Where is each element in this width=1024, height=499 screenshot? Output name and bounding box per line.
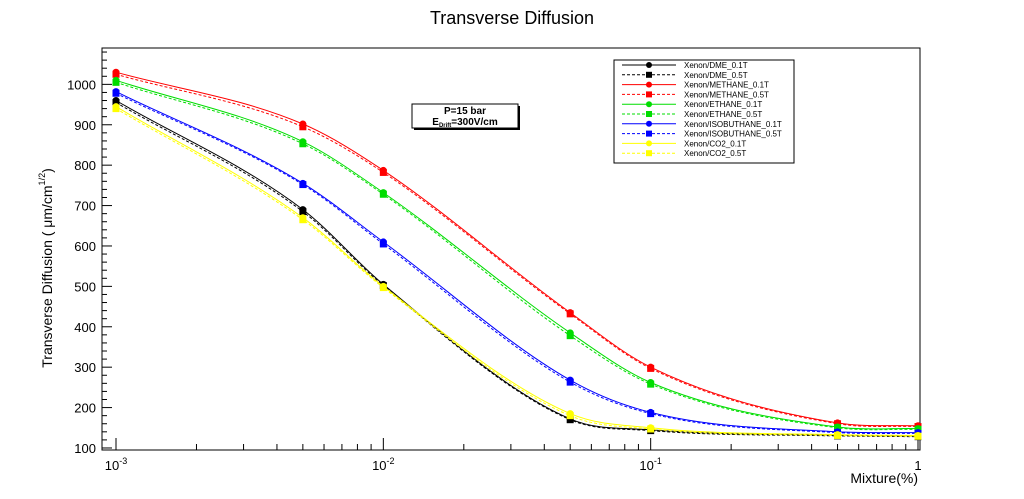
y-tick-label: 500 xyxy=(74,279,96,294)
conditions-field-symbol: E xyxy=(432,117,439,128)
data-point xyxy=(112,105,120,113)
data-point xyxy=(112,89,120,97)
y-axis-title-close: ) xyxy=(39,168,55,173)
legend-label: Xenon/DME_0.5T xyxy=(684,71,748,80)
y-axis-title-text: Transverse Diffusion ( μm/cm xyxy=(39,185,55,367)
x-tick-base: 10 xyxy=(639,458,653,473)
x-tick-label: 10-3 xyxy=(105,456,127,473)
x-tick-exponent: -2 xyxy=(387,456,395,466)
legend-label: Xenon/ISOBUTHANE_0.5T xyxy=(684,130,782,139)
conditions-field: EDrift=300V/cm xyxy=(432,117,498,129)
series-layer xyxy=(112,68,922,441)
data-point xyxy=(379,190,387,198)
series-line xyxy=(115,102,919,438)
data-point xyxy=(379,240,387,248)
data-point xyxy=(379,168,387,176)
x-tick-label: 1 xyxy=(914,458,921,473)
legend-marker xyxy=(646,150,652,157)
legend-marker xyxy=(646,140,652,147)
y-tick-label: 700 xyxy=(74,199,96,214)
x-tick-base: 1 xyxy=(914,458,921,473)
y-axis: 100 200 300 400 500 600 700 800 900 1000 xyxy=(67,48,112,456)
x-tick-label: 10-1 xyxy=(639,456,661,473)
x-axis: 10-3 10-2 10-1 1 xyxy=(102,438,922,473)
x-tick-base: 10 xyxy=(105,458,119,473)
data-point xyxy=(299,216,307,224)
x-tick-exponent: -3 xyxy=(119,456,127,466)
data-point xyxy=(647,380,655,388)
y-tick-label: 1000 xyxy=(67,77,96,92)
series-line xyxy=(115,92,919,434)
y-tick-label: 800 xyxy=(74,158,96,173)
legend-marker xyxy=(646,130,652,137)
y-tick-label: 900 xyxy=(74,118,96,133)
x-axis-title: Mixture(%) xyxy=(850,470,918,486)
data-point xyxy=(112,70,120,78)
y-tick-label: 600 xyxy=(74,239,96,254)
legend-label: Xenon/ETHANE_0.5T xyxy=(684,110,762,119)
series-line xyxy=(115,73,919,428)
legend-marker xyxy=(646,62,652,68)
conditions-pressure: P=15 bar xyxy=(444,106,486,117)
series-line xyxy=(115,106,919,436)
conditions-field-subscript: Drift xyxy=(439,123,451,129)
legend-label: Xenon/CO2_0.5T xyxy=(684,149,746,158)
x-tick-base: 10 xyxy=(372,458,386,473)
data-point xyxy=(834,424,842,432)
data-point xyxy=(647,425,655,433)
data-point xyxy=(566,412,574,420)
series-line xyxy=(115,71,919,427)
legend-marker xyxy=(646,91,652,98)
data-point xyxy=(647,364,655,372)
data-point xyxy=(299,181,307,189)
x-tick-label: 10-2 xyxy=(372,456,394,473)
legend-label: Xenon/ETHANE_0.1T xyxy=(684,100,762,109)
y-tick-label: 300 xyxy=(74,360,96,375)
legend-marker xyxy=(646,111,652,117)
series-line xyxy=(115,108,919,437)
legend-marker xyxy=(646,101,652,108)
series-line xyxy=(115,79,919,430)
y-tick-label: 400 xyxy=(74,320,96,335)
legend-label: Xenon/CO2_0.1T xyxy=(684,139,746,148)
y-axis-title-superscript: 1/2 xyxy=(37,173,47,186)
legend-marker xyxy=(646,120,652,127)
data-point xyxy=(834,431,842,439)
legend-label: Xenon/ISOBUTHANE_0.1T xyxy=(684,120,782,129)
data-point xyxy=(647,410,655,418)
data-point xyxy=(566,310,574,318)
series-line xyxy=(115,91,919,434)
series-line xyxy=(115,81,919,431)
legend-marker xyxy=(646,71,652,78)
data-point xyxy=(299,140,307,148)
chart-title: Transverse Diffusion xyxy=(430,8,594,28)
data-point xyxy=(566,416,574,424)
data-point xyxy=(566,378,574,386)
legend-label: Xenon/METHANE_0.5T xyxy=(684,90,769,99)
legend-frame xyxy=(613,59,795,164)
conditions-box: P=15 bar EDrift=300V/cm xyxy=(411,103,520,130)
legend-label: Xenon/METHANE_0.1T xyxy=(684,81,769,90)
y-axis-title: Transverse Diffusion ( μm/cm1/2) xyxy=(37,168,55,368)
data-point xyxy=(112,78,120,86)
data-point xyxy=(914,432,922,440)
data-point xyxy=(299,123,307,131)
legend-marker xyxy=(646,81,652,88)
x-tick-exponent: -1 xyxy=(654,456,662,466)
data-point xyxy=(112,99,120,107)
legend-label: Xenon/DME_0.1T xyxy=(684,61,748,70)
data-point xyxy=(299,208,307,216)
data-point xyxy=(379,284,387,292)
conditions-field-value: =300V/cm xyxy=(451,117,498,128)
y-tick-label: 200 xyxy=(74,401,96,416)
data-point xyxy=(566,332,574,340)
y-tick-label: 100 xyxy=(74,441,96,456)
legend: Xenon/DME_0.1TXenon/DME_0.5TXenon/METHAN… xyxy=(613,59,795,164)
